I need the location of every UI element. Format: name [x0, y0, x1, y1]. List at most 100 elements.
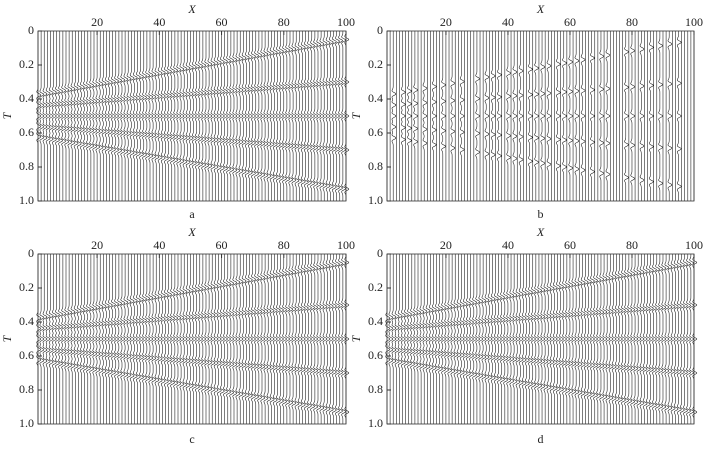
trace — [244, 254, 250, 424]
trace — [490, 31, 496, 201]
y-tick-label: 0.6 — [19, 125, 34, 139]
trace — [391, 31, 397, 201]
trace — [590, 31, 595, 201]
trace — [185, 31, 191, 201]
trace — [73, 254, 79, 424]
trace — [319, 31, 325, 201]
trace — [160, 254, 166, 424]
trace — [223, 31, 228, 201]
trace — [285, 31, 291, 201]
trace — [104, 254, 110, 424]
x-axis-label: X — [187, 225, 196, 239]
trace — [568, 254, 574, 424]
trace — [627, 254, 633, 424]
trace — [574, 254, 580, 424]
trace — [48, 254, 54, 424]
trace — [649, 254, 654, 424]
trace — [260, 254, 266, 424]
trace — [571, 254, 577, 424]
trace — [319, 254, 325, 424]
trace — [413, 254, 419, 424]
trace — [132, 254, 138, 424]
trace — [213, 31, 219, 201]
panel-caption: c — [189, 432, 194, 446]
trace — [400, 254, 406, 424]
trace — [481, 254, 487, 424]
trace — [182, 31, 188, 201]
trace — [605, 254, 611, 424]
trace — [136, 254, 141, 424]
trace — [108, 254, 113, 424]
trace — [335, 31, 340, 201]
trace — [686, 254, 691, 424]
trace — [478, 254, 484, 424]
trace — [534, 31, 539, 201]
y-tick-label: 0.4 — [19, 314, 34, 328]
trace — [123, 31, 129, 201]
trace — [210, 31, 216, 201]
panel-caption: a — [189, 207, 195, 221]
trace — [559, 254, 564, 424]
trace — [207, 31, 213, 201]
trace — [621, 254, 626, 424]
trace — [497, 31, 502, 201]
trace — [266, 31, 272, 201]
y-tick-label: 1.0 — [19, 193, 34, 207]
trace — [170, 254, 175, 424]
trace — [254, 31, 259, 201]
trace — [422, 31, 428, 201]
trace — [310, 254, 315, 424]
trace — [80, 31, 85, 201]
trace — [111, 254, 116, 424]
trace — [260, 31, 266, 201]
trace — [226, 254, 231, 424]
trace — [42, 254, 48, 424]
trace — [394, 254, 400, 424]
trace — [95, 254, 101, 424]
trace — [425, 254, 431, 424]
trace — [459, 31, 465, 201]
trace — [540, 31, 546, 201]
trace — [683, 254, 688, 424]
trace — [332, 254, 337, 424]
trace — [73, 31, 79, 201]
trace — [428, 254, 434, 424]
x-tick-label: 60 — [564, 238, 576, 252]
trace — [123, 254, 129, 424]
trace — [546, 254, 552, 424]
x-tick-label: 60 — [216, 238, 228, 252]
trace — [129, 31, 135, 201]
trace — [297, 254, 303, 424]
trace — [577, 254, 583, 424]
trace — [562, 254, 567, 424]
trace — [543, 254, 549, 424]
trace — [192, 31, 197, 201]
trace — [272, 31, 278, 201]
trace — [83, 31, 88, 201]
trace — [300, 254, 306, 424]
trace — [251, 31, 256, 201]
trace — [276, 254, 281, 424]
x-tick-label: 20 — [440, 238, 452, 252]
trace — [238, 31, 244, 201]
trace — [238, 254, 244, 424]
trace — [655, 254, 660, 424]
trace — [602, 254, 608, 424]
trace — [338, 31, 343, 201]
trace — [157, 254, 163, 424]
x-tick-label: 20 — [91, 238, 103, 252]
trace — [618, 254, 623, 424]
trace — [251, 254, 256, 424]
trace — [235, 254, 241, 424]
trace — [630, 254, 636, 424]
trace — [385, 254, 391, 424]
trace — [583, 254, 589, 424]
trace — [195, 31, 200, 201]
panel-caption: b — [538, 207, 544, 221]
trace — [518, 31, 524, 201]
trace — [459, 254, 465, 424]
trace — [101, 31, 107, 201]
trace — [322, 31, 328, 201]
trace — [441, 254, 446, 424]
x-tick-label: 20 — [91, 15, 103, 29]
